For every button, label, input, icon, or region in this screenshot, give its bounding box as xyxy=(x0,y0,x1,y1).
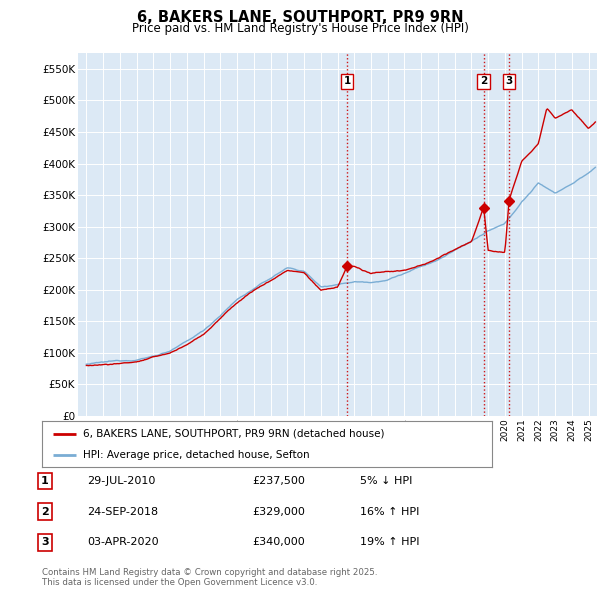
Text: £340,000: £340,000 xyxy=(252,537,305,547)
Text: 3: 3 xyxy=(505,77,513,87)
Text: 2: 2 xyxy=(41,507,49,516)
Text: Contains HM Land Registry data © Crown copyright and database right 2025.
This d: Contains HM Land Registry data © Crown c… xyxy=(42,568,377,587)
Text: 3: 3 xyxy=(41,537,49,547)
Text: 6, BAKERS LANE, SOUTHPORT, PR9 9RN: 6, BAKERS LANE, SOUTHPORT, PR9 9RN xyxy=(137,10,463,25)
Text: 5% ↓ HPI: 5% ↓ HPI xyxy=(360,476,412,486)
Text: £329,000: £329,000 xyxy=(252,507,305,516)
Text: Price paid vs. HM Land Registry's House Price Index (HPI): Price paid vs. HM Land Registry's House … xyxy=(131,22,469,35)
Text: 16% ↑ HPI: 16% ↑ HPI xyxy=(360,507,419,516)
Text: 1: 1 xyxy=(343,77,350,87)
Text: 6, BAKERS LANE, SOUTHPORT, PR9 9RN (detached house): 6, BAKERS LANE, SOUTHPORT, PR9 9RN (deta… xyxy=(83,429,384,439)
Text: £237,500: £237,500 xyxy=(252,476,305,486)
Text: 1: 1 xyxy=(41,476,49,486)
Text: 03-APR-2020: 03-APR-2020 xyxy=(87,537,158,547)
Text: 29-JUL-2010: 29-JUL-2010 xyxy=(87,476,155,486)
Text: 24-SEP-2018: 24-SEP-2018 xyxy=(87,507,158,516)
Text: 19% ↑ HPI: 19% ↑ HPI xyxy=(360,537,419,547)
Text: 2: 2 xyxy=(480,77,487,87)
Text: HPI: Average price, detached house, Sefton: HPI: Average price, detached house, Seft… xyxy=(83,450,309,460)
